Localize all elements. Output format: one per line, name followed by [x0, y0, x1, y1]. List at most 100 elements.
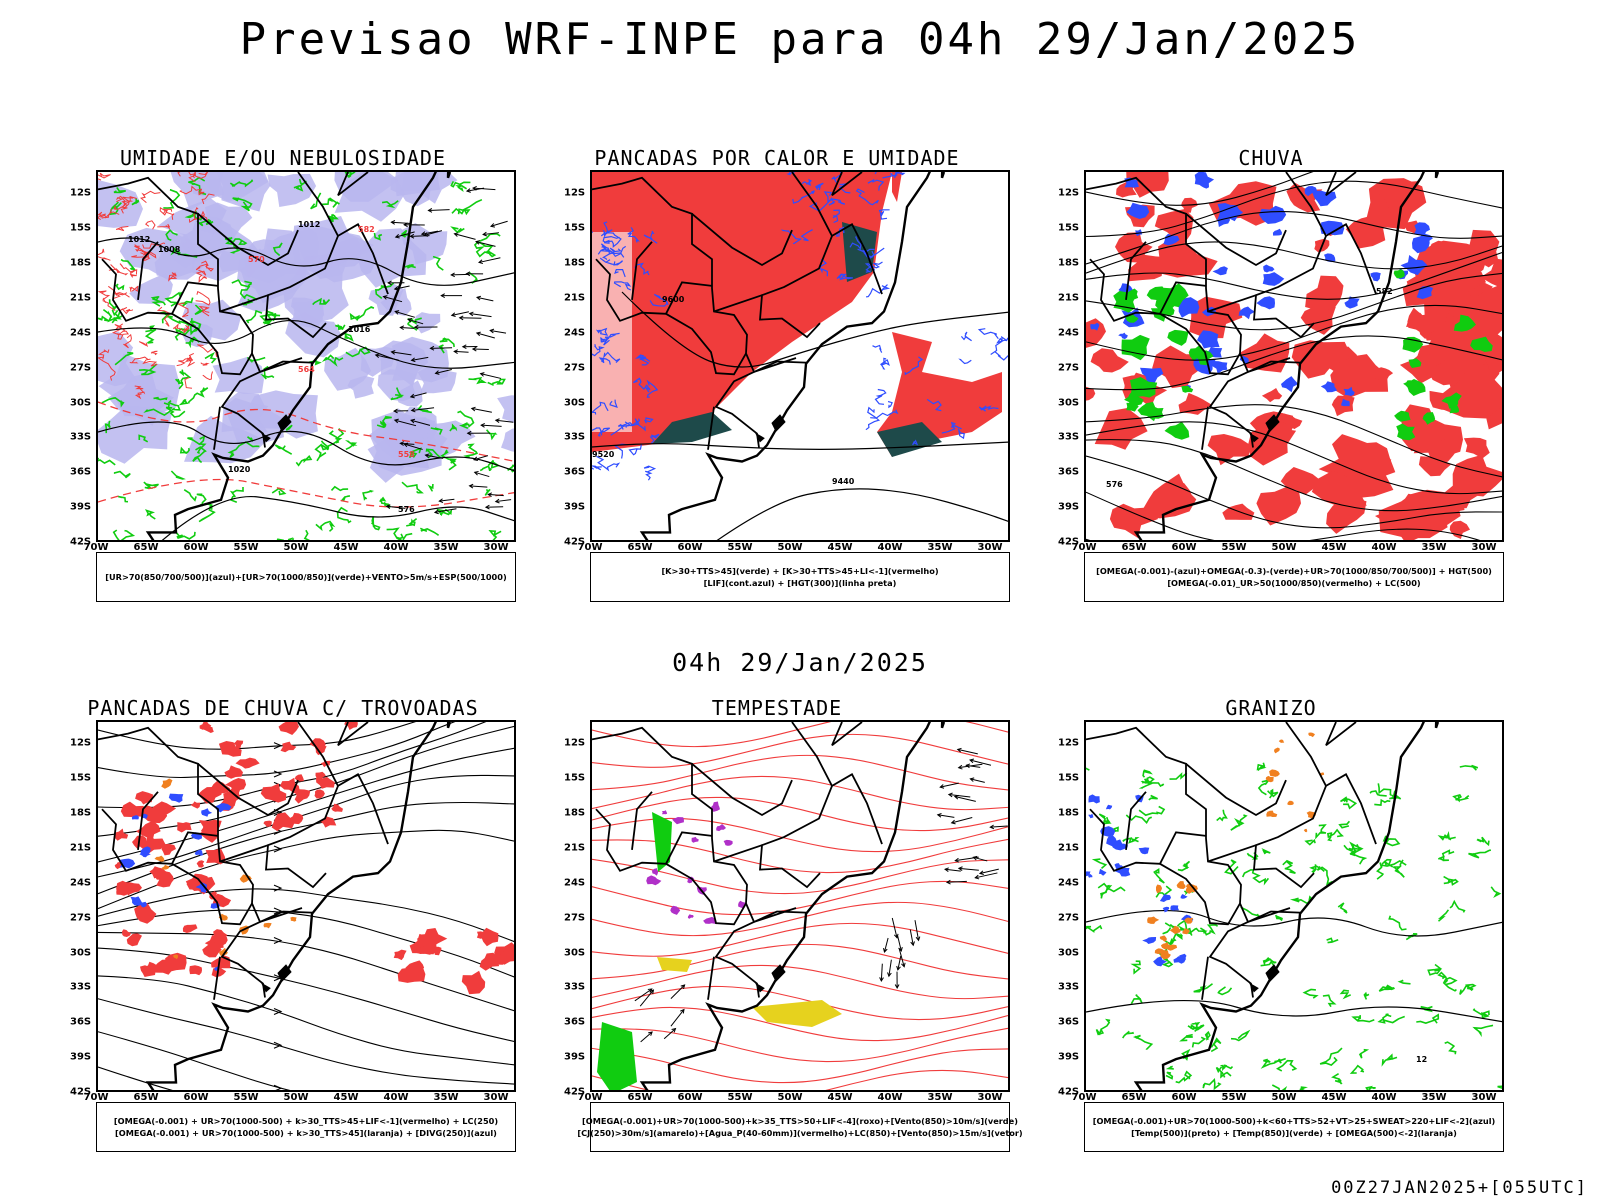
wind-vector-head: [883, 948, 888, 954]
humidity-low-contour: [114, 351, 134, 366]
omega-blue-area: [1177, 297, 1200, 318]
lif-contour: [880, 357, 890, 370]
map-pancadas-calor[interactable]: 9600 9520 9440: [590, 170, 1010, 542]
legend-line: [K>30+TTS>45](verde) + [K>30+TTS>45+LI<-…: [661, 566, 939, 576]
lon-tick-label: 70W: [83, 542, 109, 553]
temp850-contour: [1130, 960, 1142, 975]
omega500-orange-area: [1147, 916, 1160, 924]
humidity-mid-area: [501, 428, 514, 452]
state-border: [337, 773, 389, 845]
wind-vector: [459, 317, 482, 319]
hgt500-streamline: [1086, 491, 1481, 540]
wind-vector: [944, 868, 961, 872]
humidity-low-contour: [340, 495, 351, 502]
map-tempestade[interactable]: [590, 720, 1010, 1092]
thickness-red-contour: [98, 211, 120, 219]
storm-red-area: [260, 783, 287, 803]
humidity-low-contour: [362, 489, 375, 501]
map-umidade[interactable]: 1012 1008 1012 1016 1020 576 570 564 558 582: [96, 170, 516, 542]
temp850-contour: [1363, 991, 1370, 1000]
rain-red-area: [1373, 367, 1394, 381]
wind-vector: [880, 963, 883, 981]
omega-blue-area: [1341, 398, 1350, 407]
temp850-contour: [1427, 963, 1443, 976]
humidity-mid-area: [154, 242, 208, 280]
thickness-red-contour: [156, 306, 172, 327]
wind-vector: [973, 856, 988, 862]
lc250-streamline: [98, 1066, 173, 1090]
state-border: [1185, 213, 1287, 267]
wind-vector-head: [394, 233, 400, 239]
tempest-purple-area: [687, 914, 694, 919]
omega-blue-area: [1118, 332, 1128, 340]
wind-vector: [430, 347, 453, 349]
map-chuva[interactable]: 582 576: [1084, 170, 1504, 542]
temp850-contour: [1420, 1005, 1433, 1013]
map-trovoadas[interactable]: [96, 720, 516, 1092]
humidity-low-contour: [401, 481, 424, 494]
state-border: [1159, 863, 1241, 926]
lon-tick-label: 60W: [1171, 1092, 1197, 1103]
humidity-low-contour: [153, 396, 168, 401]
thickness-red-contour: [108, 264, 129, 276]
state-border: [831, 773, 883, 845]
lon-tick-label: 55W: [727, 1092, 753, 1103]
lif-contour: [596, 455, 621, 472]
wind-vector: [969, 759, 992, 766]
temp850-contour: [1304, 838, 1316, 846]
omega-blue-area: [1400, 255, 1428, 276]
lon-tick-label: 30W: [483, 542, 509, 553]
lif-contour: [604, 332, 620, 340]
lc250-streamline: [98, 888, 514, 943]
omega-green-area: [1130, 377, 1158, 398]
wind-vector-head: [450, 272, 455, 278]
humidity-mid-area: [347, 375, 375, 399]
storm-red-area: [319, 816, 337, 828]
humidity-low-contour: [189, 317, 202, 330]
lat-tick-label: 18S: [564, 257, 586, 269]
wind-vector-head: [434, 370, 440, 375]
temp850-contour: [1175, 1070, 1193, 1084]
humidity-low-contour: [198, 502, 216, 523]
humidity-low-contour: [450, 226, 465, 234]
wind-vector: [469, 312, 492, 318]
wind-vector-head: [649, 989, 655, 995]
humidity-low-contour: [192, 446, 207, 464]
mid-timestamp: 04h 29/Jan/2025: [672, 648, 928, 677]
wind-vector-head: [473, 470, 479, 476]
lif-contour: [634, 262, 650, 276]
lif-contour: [882, 172, 906, 179]
state-border: [137, 241, 159, 301]
lon-tick-label: 60W: [677, 542, 703, 553]
map-granizo[interactable]: 12: [1084, 720, 1504, 1092]
temp850-contour: [1275, 914, 1283, 922]
state-border: [707, 956, 715, 1000]
humidity-low-contour: [430, 427, 443, 435]
lon-tick-label: 40W: [1371, 542, 1397, 553]
tempest-purple-area: [691, 836, 699, 843]
lif-contour: [978, 405, 999, 412]
omega-blue-area: [1416, 286, 1434, 300]
wind-vector-head: [957, 764, 963, 770]
lon-tick-label: 45W: [333, 1092, 359, 1103]
omega-blue-area: [1412, 234, 1430, 254]
state-border: [1253, 722, 1327, 889]
humidity-low-contour: [330, 485, 349, 492]
legend-line: [OMEGA(-0.01)_UR>50(1000/850)(vermelho) …: [1167, 578, 1421, 588]
lon-tick-label: 30W: [977, 1092, 1003, 1103]
run-timestamp: 00Z27JAN2025+[055UTC]: [1331, 1178, 1588, 1198]
storm-red-area: [331, 803, 343, 812]
legend-line: [UR>70(850/700/500)](azul)+[UR>70(1000/8…: [105, 572, 507, 582]
temp850-contour: [1459, 764, 1479, 771]
lif-contour: [958, 358, 972, 365]
lon-tick-label: 50W: [777, 542, 803, 553]
thickness-red-contour: [139, 190, 161, 203]
humidity-low-contour: [436, 508, 453, 517]
lc850-streamline: [592, 1047, 1008, 1084]
lif-contour: [602, 351, 621, 364]
wind-vector: [958, 763, 983, 769]
wind-vector-head: [494, 418, 500, 423]
panel-title: PANCADAS POR CALOR E UMIDADE: [594, 146, 960, 170]
lif-contour: [602, 235, 620, 244]
temp850-contour: [1326, 828, 1344, 842]
